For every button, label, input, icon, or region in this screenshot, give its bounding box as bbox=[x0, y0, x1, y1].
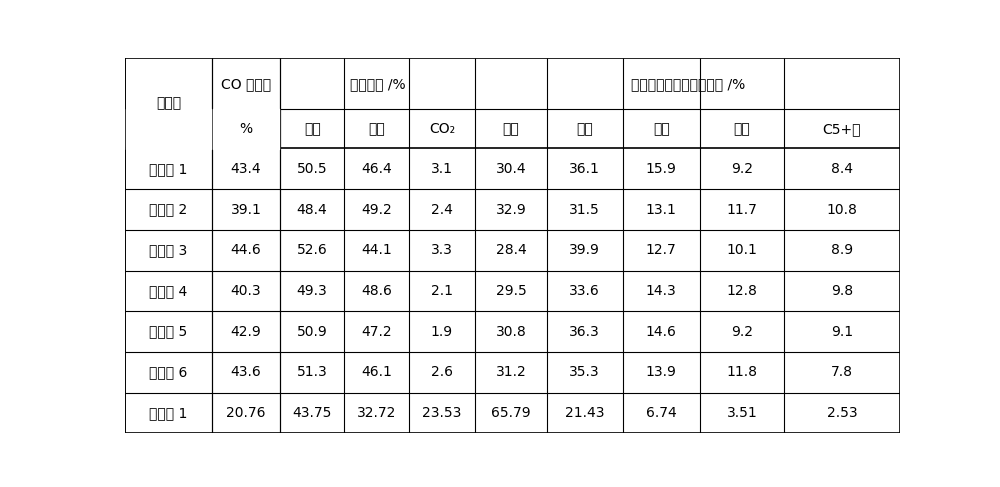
Text: 10.1: 10.1 bbox=[726, 243, 757, 257]
Text: 1.9: 1.9 bbox=[431, 325, 453, 338]
Text: 13.1: 13.1 bbox=[646, 203, 677, 217]
Text: 43.6: 43.6 bbox=[231, 365, 261, 379]
Text: 47.2: 47.2 bbox=[361, 325, 392, 338]
Text: 12.8: 12.8 bbox=[726, 284, 757, 298]
Text: 各类醇在总醇中的选择性 /%: 各类醇在总醇中的选择性 /% bbox=[631, 77, 745, 91]
Text: 丙醇: 丙醇 bbox=[653, 122, 670, 136]
Text: 实施例 3: 实施例 3 bbox=[149, 243, 188, 257]
Text: 29.5: 29.5 bbox=[496, 284, 526, 298]
Text: 39.1: 39.1 bbox=[230, 203, 261, 217]
Text: 15.9: 15.9 bbox=[646, 162, 677, 176]
Text: 46.4: 46.4 bbox=[361, 162, 392, 176]
Text: 实施例 6: 实施例 6 bbox=[149, 365, 188, 379]
Text: 产物分布 /%: 产物分布 /% bbox=[350, 77, 405, 91]
Text: 14.6: 14.6 bbox=[646, 325, 677, 338]
Text: 52.6: 52.6 bbox=[297, 243, 328, 257]
Text: 30.8: 30.8 bbox=[496, 325, 526, 338]
Text: 10.8: 10.8 bbox=[826, 203, 857, 217]
Text: 醇类: 醇类 bbox=[304, 122, 321, 136]
Text: 9.1: 9.1 bbox=[831, 325, 853, 338]
Text: 31.2: 31.2 bbox=[496, 365, 526, 379]
Text: %: % bbox=[239, 122, 252, 136]
Text: 44.1: 44.1 bbox=[361, 243, 392, 257]
Text: 50.5: 50.5 bbox=[297, 162, 327, 176]
Text: 42.9: 42.9 bbox=[231, 325, 261, 338]
Text: 23.53: 23.53 bbox=[422, 406, 462, 420]
Text: 30.4: 30.4 bbox=[496, 162, 526, 176]
Text: 甲醇: 甲醇 bbox=[503, 122, 519, 136]
Text: 28.4: 28.4 bbox=[496, 243, 526, 257]
Text: 9.2: 9.2 bbox=[731, 325, 753, 338]
Text: 51.3: 51.3 bbox=[297, 365, 328, 379]
Text: 11.8: 11.8 bbox=[726, 365, 757, 379]
Text: 36.3: 36.3 bbox=[569, 325, 600, 338]
Text: 8.9: 8.9 bbox=[831, 243, 853, 257]
Text: 48.4: 48.4 bbox=[297, 203, 328, 217]
Text: 2.53: 2.53 bbox=[827, 406, 857, 420]
Text: 实施例 1: 实施例 1 bbox=[149, 162, 188, 176]
Text: 7.8: 7.8 bbox=[831, 365, 853, 379]
Text: 50.9: 50.9 bbox=[297, 325, 328, 338]
Text: 乙醇: 乙醇 bbox=[576, 122, 593, 136]
Text: 12.7: 12.7 bbox=[646, 243, 677, 257]
Text: 39.9: 39.9 bbox=[569, 243, 600, 257]
Text: CO 转化率: CO 转化率 bbox=[221, 77, 271, 91]
Text: 20.76: 20.76 bbox=[226, 406, 266, 420]
Text: 13.9: 13.9 bbox=[646, 365, 677, 379]
Text: 44.6: 44.6 bbox=[231, 243, 261, 257]
Text: 实施例 4: 实施例 4 bbox=[149, 284, 188, 298]
Text: 2.4: 2.4 bbox=[431, 203, 453, 217]
Text: C5+醇: C5+醇 bbox=[823, 122, 861, 136]
Text: 实施例 2: 实施例 2 bbox=[149, 203, 188, 217]
Text: 丁醇: 丁醇 bbox=[734, 122, 750, 136]
Text: 对比例 1: 对比例 1 bbox=[149, 406, 188, 420]
Text: 36.1: 36.1 bbox=[569, 162, 600, 176]
Text: 40.3: 40.3 bbox=[231, 284, 261, 298]
Text: 32.72: 32.72 bbox=[357, 406, 396, 420]
Text: 烃类: 烃类 bbox=[368, 122, 385, 136]
Text: 9.2: 9.2 bbox=[731, 162, 753, 176]
Text: 实施例 5: 实施例 5 bbox=[149, 325, 188, 338]
Text: 21.43: 21.43 bbox=[565, 406, 604, 420]
Text: 9.8: 9.8 bbox=[831, 284, 853, 298]
Text: 3.51: 3.51 bbox=[727, 406, 757, 420]
Text: 3.1: 3.1 bbox=[431, 162, 453, 176]
Text: 65.79: 65.79 bbox=[491, 406, 531, 420]
Text: 3.3: 3.3 bbox=[431, 243, 453, 257]
Text: 2.6: 2.6 bbox=[431, 365, 453, 379]
Text: 49.2: 49.2 bbox=[361, 203, 392, 217]
Text: 33.6: 33.6 bbox=[569, 284, 600, 298]
Text: 48.6: 48.6 bbox=[361, 284, 392, 298]
Text: 31.5: 31.5 bbox=[569, 203, 600, 217]
Text: 14.3: 14.3 bbox=[646, 284, 677, 298]
Text: 35.3: 35.3 bbox=[569, 365, 600, 379]
Text: 8.4: 8.4 bbox=[831, 162, 853, 176]
Text: 43.4: 43.4 bbox=[231, 162, 261, 176]
Text: 43.75: 43.75 bbox=[292, 406, 332, 420]
Text: 6.74: 6.74 bbox=[646, 406, 677, 420]
Text: 32.9: 32.9 bbox=[496, 203, 526, 217]
Text: 2.1: 2.1 bbox=[431, 284, 453, 298]
Text: 49.3: 49.3 bbox=[297, 284, 328, 298]
Text: 实施例: 实施例 bbox=[156, 96, 181, 111]
Text: 11.7: 11.7 bbox=[726, 203, 757, 217]
Text: CO₂: CO₂ bbox=[429, 122, 455, 136]
Text: 46.1: 46.1 bbox=[361, 365, 392, 379]
